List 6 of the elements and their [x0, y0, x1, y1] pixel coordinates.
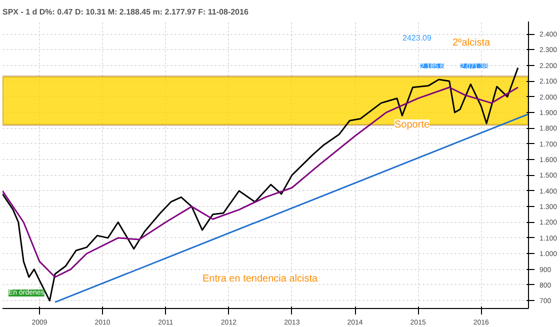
- annotation: 2423.09: [402, 34, 432, 42]
- annotation: Soporte: [394, 120, 430, 130]
- chart-title: SPX - 1 d D%: 0.47 D: 10.31 M: 2.188.45 m: 2.177.97 F: 11-08-2016: [2, 8, 249, 16]
- annotation: 2ºalcista: [452, 38, 490, 48]
- line-series: [2, 67, 519, 302]
- annotation: Entra en tendencia alcista: [202, 274, 318, 284]
